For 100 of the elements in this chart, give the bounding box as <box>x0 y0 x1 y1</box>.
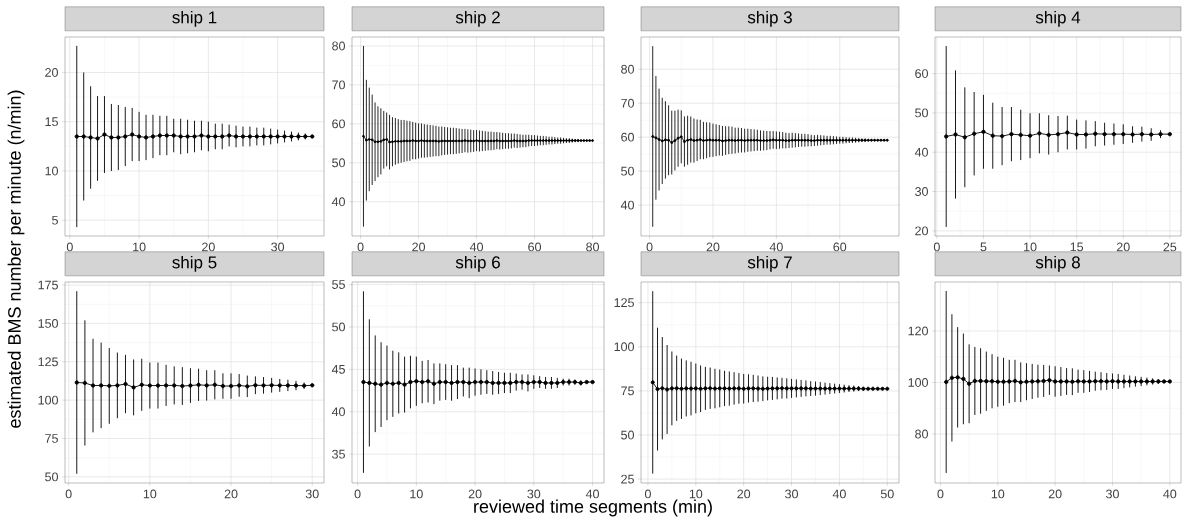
point <box>746 386 751 391</box>
y-tick-label: 50 <box>915 108 928 118</box>
point <box>961 376 966 382</box>
point <box>1104 379 1109 384</box>
x-tick-label: 40 <box>769 242 783 252</box>
y-tick-label: 40 <box>914 147 928 157</box>
x-tick-label: 0 <box>646 242 653 252</box>
y-tick-label: 55 <box>332 280 345 290</box>
point <box>650 380 655 385</box>
y-tick-label: 100 <box>38 395 58 405</box>
point <box>813 386 818 391</box>
y-tick-label: 60 <box>332 119 345 129</box>
point <box>679 386 684 391</box>
point <box>1041 378 1046 384</box>
x-tick-label: 15 <box>1070 242 1084 252</box>
point <box>756 386 761 391</box>
point <box>660 386 665 391</box>
x-tick-label: 0 <box>65 489 72 499</box>
point <box>823 386 828 391</box>
chart-title: ship 8 <box>1035 256 1080 272</box>
y-tick-label: 50 <box>621 430 634 440</box>
point <box>765 386 770 391</box>
point <box>669 386 674 391</box>
point <box>1064 379 1069 384</box>
point <box>1030 379 1035 384</box>
point <box>770 386 775 391</box>
x-tick-label: 30 <box>271 242 285 252</box>
y-tick-label: 80 <box>332 41 345 51</box>
x-tick-label: 10 <box>689 489 703 499</box>
x-tick-label: 0 <box>937 489 944 499</box>
x-tick-label: 0 <box>933 242 940 252</box>
y-tick-label: 40 <box>620 200 634 210</box>
x-tick-label: 40 <box>832 489 846 499</box>
y-tick-label: 70 <box>621 98 634 108</box>
point <box>989 379 995 384</box>
point <box>698 386 703 391</box>
point <box>949 375 955 381</box>
point <box>1110 379 1115 384</box>
point <box>1018 380 1023 385</box>
point <box>1127 379 1132 384</box>
x-tick-label: 10 <box>143 489 157 499</box>
x-axis-title: reviewed time segments (min) <box>474 499 712 517</box>
chart-title: ship 2 <box>455 11 500 27</box>
point <box>1001 379 1006 385</box>
point <box>732 386 737 391</box>
x-tick-label: 30 <box>1106 489 1119 499</box>
point <box>775 386 780 391</box>
x-tick-label: 80 <box>586 242 600 252</box>
y-tick-label: 45 <box>331 365 345 374</box>
chart-title: ship 6 <box>455 256 500 272</box>
x-tick-label: 20 <box>1116 242 1130 252</box>
y-tick-label: 25 <box>621 474 634 484</box>
point <box>736 386 741 391</box>
y-tick-label: 5 <box>52 216 58 225</box>
x-tick-label: 60 <box>833 242 847 252</box>
x-tick-label: 10 <box>410 489 423 499</box>
point <box>722 386 727 391</box>
point <box>995 379 1000 385</box>
point <box>966 381 972 387</box>
x-tick-label: 20 <box>706 242 720 252</box>
point <box>1070 379 1075 385</box>
y-tick-label: 50 <box>45 472 58 482</box>
y-tick-label: 20 <box>915 226 928 236</box>
point <box>794 386 799 391</box>
x-tick-label: 30 <box>527 489 541 499</box>
point <box>693 386 698 391</box>
point <box>689 386 694 391</box>
chart-title: ship 1 <box>172 11 217 27</box>
x-tick-label: 30 <box>785 489 799 499</box>
x-tick-label: 50 <box>880 489 894 499</box>
y-tick-label: 60 <box>621 132 634 142</box>
y-tick-label: 150 <box>38 319 58 328</box>
point <box>717 386 722 391</box>
x-tick-label: 0 <box>357 242 364 252</box>
point <box>727 386 732 391</box>
point <box>779 386 785 391</box>
x-tick-label: 10 <box>133 242 146 252</box>
point <box>1087 379 1092 384</box>
x-tick-label: 25 <box>1163 242 1177 252</box>
y-tick-label: 40 <box>331 197 345 207</box>
point <box>1035 379 1041 384</box>
y-tick-label: 35 <box>332 449 345 459</box>
chart-title: ship 5 <box>172 256 217 272</box>
y-tick-label: 80 <box>915 429 928 439</box>
point <box>1075 379 1081 384</box>
x-tick-label: 20 <box>737 489 751 499</box>
y-tick-label: 100 <box>614 342 634 352</box>
point <box>1052 379 1058 384</box>
x-tick-label: 0 <box>644 489 651 499</box>
y-tick-label: 80 <box>621 64 634 74</box>
x-tick-label: 10 <box>991 489 1005 499</box>
chart-title: ship 4 <box>1035 11 1081 27</box>
point <box>674 386 679 391</box>
x-tick-label: 10 <box>1024 242 1037 252</box>
point <box>784 386 789 391</box>
x-tick-label: 0 <box>66 242 73 252</box>
point <box>827 386 832 391</box>
point <box>978 378 983 384</box>
point <box>712 386 717 391</box>
x-tick-label: 40 <box>1163 489 1177 499</box>
